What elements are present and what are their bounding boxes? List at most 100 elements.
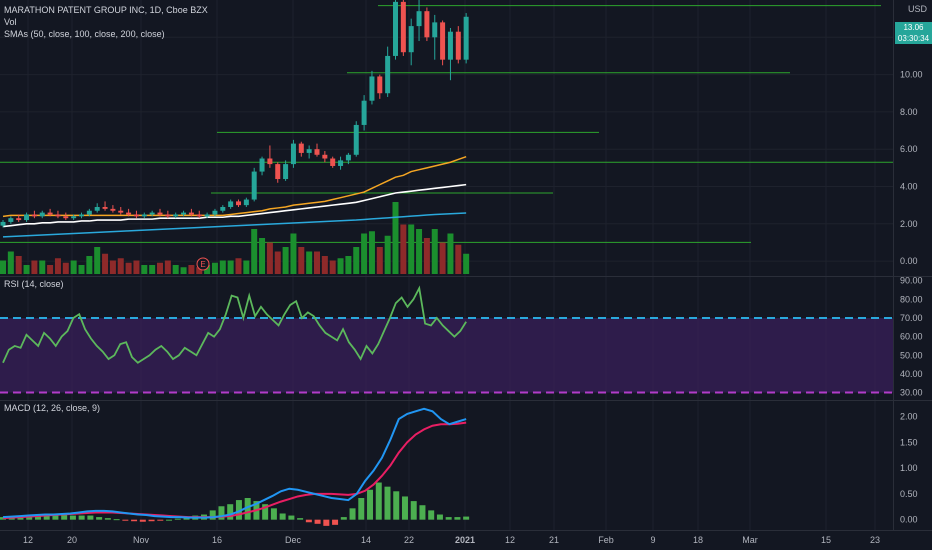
earnings-marker-circle [196,257,210,271]
candle-47 [369,70,375,105]
volume-bar-30 [235,258,242,274]
candle-body-53 [416,11,422,27]
volume-bar-45 [353,247,360,274]
volume-bar-53 [416,229,423,274]
candle-body-58 [455,31,461,60]
time-tick-label-12: 18 [693,535,703,545]
candle-24 [188,208,194,217]
candle-body-38 [298,143,304,153]
volume-bar-20 [157,262,163,274]
volume-bar-33 [259,238,266,274]
macd-hist-bar-13 [113,519,120,521]
candle-body-39 [306,149,312,153]
time-tick-label-11: 9 [650,535,655,545]
rsi-tick-label-3: 60.00 [900,332,923,342]
candle-body-56 [440,22,446,60]
time-tick-label-6: 22 [404,535,414,545]
macd-hist-bar-39 [340,517,347,520]
macd-hist-bar-4 [34,515,41,520]
time-tick-label-0: 12 [23,535,33,545]
candle-body-3 [24,214,30,221]
price-tick-label-2: 4.00 [900,181,918,191]
sma-legend: SMAs (50, close, 100, close, 200, close) [4,29,165,39]
rsi-tick-label-6: 90.00 [900,276,923,286]
candle-body-43 [338,160,344,166]
candle-55 [432,14,438,60]
candle-31 [243,197,249,207]
candle-body-32 [251,171,257,200]
volume-bar-9 [70,260,77,274]
time-tick-label-13: Mar [742,535,758,545]
volume-bar-3 [23,265,30,274]
candle-58 [455,26,461,64]
volume-bar-37 [290,233,297,274]
candle-40 [314,143,320,157]
macd-hist-bar-27 [235,500,242,520]
volume-bar-15 [117,258,124,274]
time-tick-label-3: 16 [212,535,222,545]
volume-bar-4 [31,260,38,274]
candle-body-2 [16,218,22,221]
volume-bar-22 [172,265,179,274]
candle-body-8 [63,216,69,219]
macd-tick-label-4: 2.00 [900,411,918,421]
time-tick-label-9: 21 [549,535,559,545]
volume-bar-58 [455,244,462,274]
candle-56 [440,20,446,66]
macd-hist-bar-52 [454,517,461,520]
candle-25 [196,210,202,219]
candle-35 [275,162,281,183]
volume-bar-44 [345,256,352,274]
candle-body-52 [408,26,414,53]
rsi-tick-label-0: 30.00 [900,388,923,398]
volume-bar-24 [188,265,195,274]
candle-46 [361,95,367,131]
volume-bar-2 [15,256,22,274]
volume-bar-5 [39,260,46,274]
candle-body-20 [157,212,163,215]
sma100-line [2,183,467,228]
candle-body-25 [196,214,202,217]
candle-body-35 [275,164,281,180]
candle-23 [181,210,187,217]
volume-bar-52 [408,224,415,274]
macd-hist-bar-17 [148,519,155,522]
last-price-badge: 13.06 03:30:34 [895,22,932,44]
candle-14 [110,205,116,213]
candle-1 [8,216,14,224]
candle-38 [298,141,304,157]
volume-bar-43 [337,258,344,274]
macd-hist-bar-50 [436,514,443,520]
candle-body-24 [188,212,194,215]
macd-hist-bar-40 [349,508,356,520]
volume-bar-13 [102,253,109,274]
candle-body-31 [243,199,249,206]
macd-hist-bar-41 [358,498,365,520]
volume-bar-46 [361,233,368,274]
candle-21 [165,210,171,219]
candle-body-18 [141,214,147,217]
candle-body-33 [259,158,265,172]
volume-legend: Vol [4,17,17,27]
volume-bar-54 [423,238,430,274]
candle-0 [0,220,6,228]
volume-bar-21 [164,260,171,274]
symbol-title: MARATHON PATENT GROUP INC, 1D, Cboe BZX [4,5,208,15]
volume-bar-42 [329,260,336,274]
volume-bar-18 [141,265,148,274]
macd-hist-bar-16 [139,519,146,522]
macd-hist-bar-31 [270,508,277,520]
candle-body-5 [39,212,45,217]
rsi-tick-label-2: 50.00 [900,350,923,360]
macd-hist-bar-42 [367,489,374,520]
rsi-line [2,285,467,364]
time-tick-label-1: 20 [67,535,77,545]
candle-11 [86,208,92,217]
volume-bar-10 [78,265,85,274]
volume-bar-35 [274,251,281,274]
volume-bar-49 [384,235,391,274]
candle-36 [283,160,289,181]
volume-bar-36 [282,247,289,274]
